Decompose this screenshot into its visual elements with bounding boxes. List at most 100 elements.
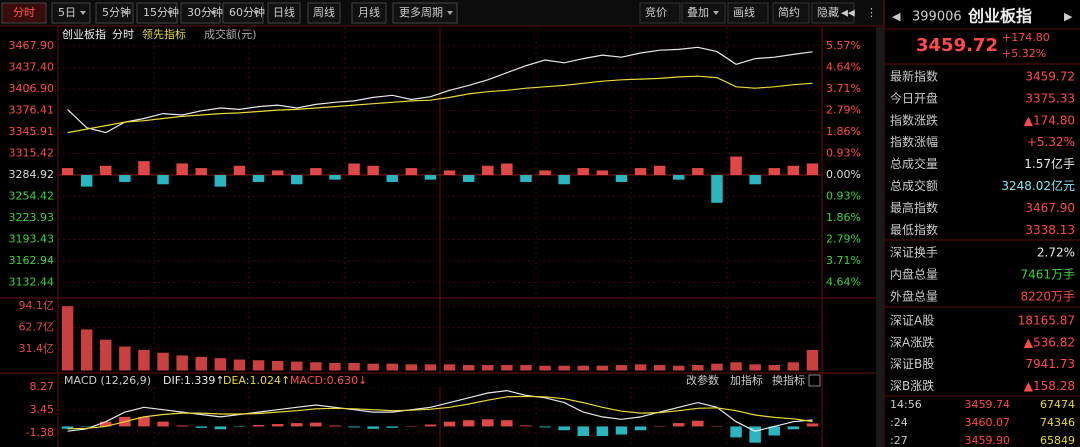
tool-button[interactable]: [727, 2, 769, 24]
tab-button[interactable]: [307, 2, 341, 24]
tool-label: 画线: [733, 5, 755, 19]
row-value: ▲174.80: [1024, 113, 1075, 127]
y-tick-label: 3.45: [30, 403, 55, 416]
y2-tick-label: 1.86%: [826, 211, 861, 224]
tick-cell: 74346: [1040, 416, 1075, 429]
bar: [730, 426, 742, 438]
bar: [119, 175, 131, 182]
y2-tick-label: 0.00%: [826, 168, 861, 181]
bar: [138, 349, 150, 371]
macd-readout: DEA:1.024↑: [223, 374, 290, 387]
row-value: 3459.72: [1025, 70, 1075, 84]
bar: [539, 170, 551, 176]
bar: [157, 352, 169, 371]
bar: [558, 175, 570, 185]
tab-button[interactable]: [51, 2, 91, 24]
dropdown-arrow: [167, 11, 173, 15]
y-tick-label: 3223.93: [9, 211, 55, 224]
tab-button[interactable]: [1, 2, 47, 24]
tool-button[interactable]: [681, 2, 726, 24]
indicator-button[interactable]: 加指标: [730, 373, 763, 387]
row-value: 7941.73: [1025, 357, 1075, 371]
row-label: 外盘总量: [890, 289, 938, 304]
bar: [730, 362, 742, 371]
bar: [730, 156, 742, 176]
tab-button[interactable]: [95, 2, 134, 24]
close-button[interactable]: [808, 374, 821, 387]
bar: [252, 424, 265, 427]
bar: [386, 426, 398, 428]
bar: [214, 426, 227, 430]
bar: [176, 163, 188, 176]
bar: [653, 365, 666, 371]
tick-cell: :27: [890, 434, 908, 447]
bar: [749, 364, 761, 371]
change-pct: +5.32%: [1002, 47, 1046, 60]
scrollbar[interactable]: [876, 27, 884, 447]
bar: [233, 165, 246, 176]
bar: [405, 168, 418, 176]
row-label: 今日开盘: [890, 90, 938, 105]
bar: [100, 165, 112, 176]
bar: [443, 170, 456, 176]
tab-label: 30分钟: [187, 5, 223, 19]
tick-cell: 3459.90: [965, 434, 1011, 447]
row-value: ▲158.28: [1024, 379, 1075, 393]
bar: [596, 365, 609, 371]
bar: [462, 420, 475, 427]
bar: [673, 423, 685, 427]
tab-button[interactable]: [222, 2, 264, 24]
tab-button[interactable]: [136, 2, 178, 24]
dropdown-arrow: [713, 11, 719, 15]
bar: [291, 423, 303, 427]
tool-label: 叠加: [687, 6, 709, 19]
dropdown-arrow: [253, 11, 259, 15]
bar: [634, 168, 647, 176]
line-series: [67, 75, 813, 134]
y-tick-label: 8.27: [30, 380, 55, 393]
y-tick-label: 3315.42: [9, 146, 55, 159]
bar: [367, 165, 379, 176]
indicator-button[interactable]: 改参数: [686, 373, 719, 387]
y2-tick-label: 0.93%: [826, 190, 861, 203]
bar: [424, 364, 437, 371]
tab-button[interactable]: [180, 2, 221, 24]
row-label: 深B涨跌: [890, 378, 934, 393]
y2-tick-label: 2.79%: [826, 233, 861, 246]
y-tick-label: 3284.92: [9, 168, 55, 181]
y-tick-label: 3254.42: [9, 189, 55, 202]
bar: [329, 425, 341, 427]
tab-button[interactable]: [392, 2, 458, 24]
tick-cell: 3459.74: [965, 398, 1011, 411]
tool-button[interactable]: [639, 2, 681, 24]
tab-label: 5分钟: [102, 5, 131, 19]
row-value: ▲536.82: [1024, 335, 1075, 349]
row-value: 3248.02亿元: [1001, 178, 1075, 193]
tab-button[interactable]: [267, 2, 301, 24]
y-tick-label: 94.1亿: [19, 299, 55, 312]
bar: [673, 175, 685, 180]
row-label: 最低指数: [890, 222, 938, 237]
indicator-button[interactable]: 换指标: [772, 373, 805, 387]
bar: [119, 346, 131, 371]
y2-tick-label: 4.64%: [826, 275, 861, 288]
dropdown-arrow: [210, 11, 216, 15]
bar: [749, 426, 761, 443]
bar: [787, 426, 800, 430]
tool-button[interactable]: [772, 2, 810, 24]
bar: [501, 365, 513, 371]
tick-cell: 67474: [1040, 398, 1075, 411]
bar: [329, 175, 341, 180]
bar: [711, 363, 723, 371]
line-series: [67, 395, 813, 430]
bar: [806, 163, 819, 176]
tool-button[interactable]: [811, 2, 855, 24]
arrow-right: ▶: [1064, 10, 1073, 23]
bar: [424, 175, 437, 180]
tab-button[interactable]: [351, 2, 387, 24]
bar: [310, 168, 322, 176]
tab-label: 更多周期: [399, 5, 443, 19]
bar: [673, 365, 685, 371]
y-tick-label: 62.7亿: [19, 321, 55, 334]
